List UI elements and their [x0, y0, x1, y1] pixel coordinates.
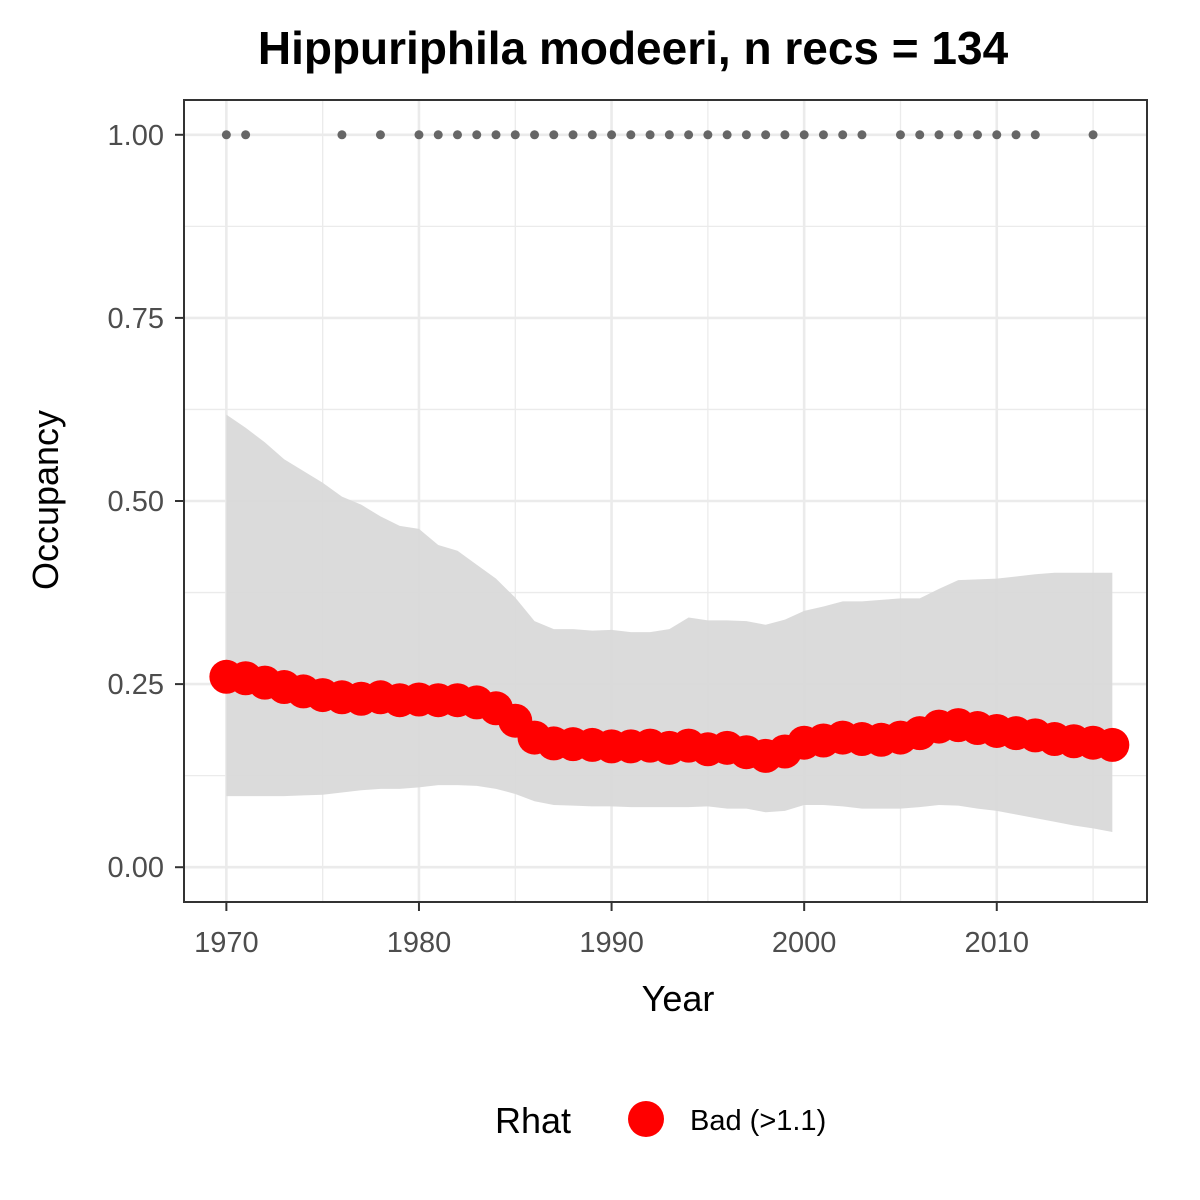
legend-label-bad: Bad (>1.1) [690, 1105, 826, 1137]
record-point [568, 130, 578, 140]
x-tick-label: 1970 [194, 927, 259, 959]
x-tick-label: 1990 [579, 927, 644, 959]
record-point [337, 130, 347, 140]
record-point [626, 130, 636, 140]
record-point [664, 130, 674, 140]
record-point [992, 130, 1002, 140]
record-point [587, 130, 597, 140]
record-point [1011, 130, 1021, 140]
record-point [221, 130, 231, 140]
record-point [607, 130, 617, 140]
x-axis: 1970 1980 1990 2000 2010 [194, 902, 1029, 959]
record-point [452, 130, 462, 140]
y-tick-label: 1.00 [108, 120, 164, 152]
record-point [549, 130, 559, 140]
record-point [818, 130, 828, 140]
record-point [799, 130, 809, 140]
y-tick-label: 0.00 [108, 852, 164, 884]
record-point [761, 130, 771, 140]
occupancy-point [1095, 727, 1130, 762]
record-point [645, 130, 655, 140]
y-tick-label: 0.75 [108, 303, 164, 335]
record-point [895, 130, 905, 140]
record-point [510, 130, 520, 140]
credible-interval-layer [226, 414, 1113, 833]
x-tick-label: 2010 [965, 927, 1030, 959]
y-tick-label: 0.50 [108, 486, 164, 518]
record-point [857, 130, 867, 140]
record-point [491, 130, 501, 140]
x-axis-title: Year [642, 978, 715, 1019]
record-point [472, 130, 482, 140]
record-point [780, 130, 790, 140]
record-point [1030, 130, 1040, 140]
record-point [1088, 130, 1098, 140]
y-axis-title: Occupancy [25, 410, 66, 590]
record-point [684, 130, 694, 140]
legend: Rhat Bad (>1.1) [495, 1100, 826, 1141]
y-axis: 0.00 0.25 0.50 0.75 1.00 [108, 120, 184, 884]
record-point [433, 130, 443, 140]
record-point [530, 130, 540, 140]
records-layer [221, 130, 1098, 140]
record-point [375, 130, 385, 140]
x-tick-label: 2000 [772, 927, 837, 959]
record-point [722, 130, 732, 140]
record-point [703, 130, 713, 140]
legend-title: Rhat [495, 1100, 571, 1141]
credible-interval-ribbon [226, 414, 1113, 833]
chart-title: Hippuriphila modeeri, n recs = 134 [258, 22, 1009, 74]
record-point [741, 130, 751, 140]
y-tick-label: 0.25 [108, 669, 164, 701]
x-tick-label: 1980 [387, 927, 452, 959]
legend-key-bad [628, 1101, 664, 1137]
record-point [915, 130, 925, 140]
record-point [241, 130, 251, 140]
record-point [973, 130, 983, 140]
mean-points-layer [209, 659, 1130, 773]
record-point [414, 130, 424, 140]
record-point [953, 130, 963, 140]
record-point [838, 130, 848, 140]
record-point [934, 130, 944, 140]
